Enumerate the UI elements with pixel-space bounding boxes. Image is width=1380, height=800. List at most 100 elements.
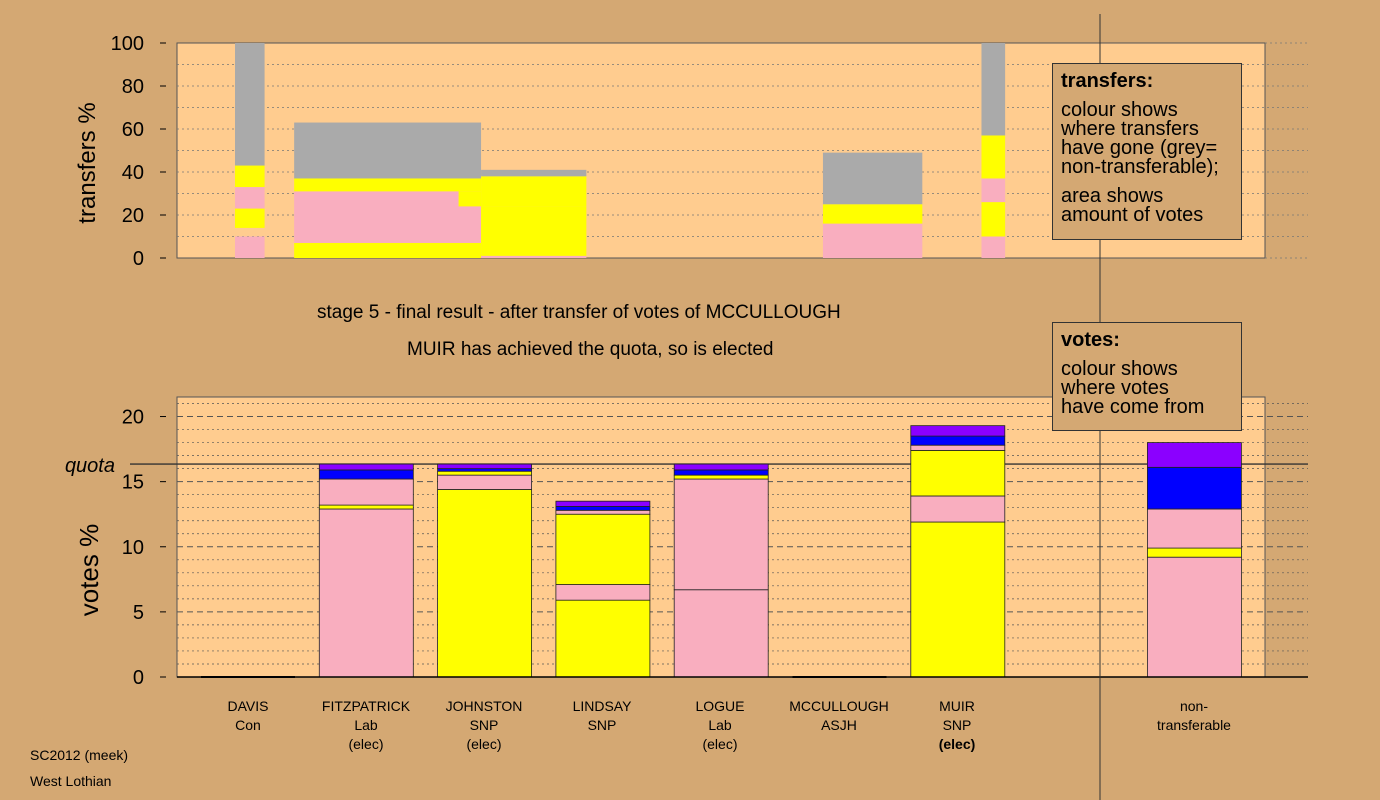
candidate-label-non-transferable: non- transferable <box>1134 697 1254 735</box>
candidate-label-logue: LOGUE Lab (elec) <box>660 697 780 754</box>
transfers-segment <box>294 178 482 192</box>
transfers-legend-line: where transfers <box>1061 118 1199 140</box>
votes-segment <box>910 435 1006 446</box>
votes-legend-line: have come from <box>1061 396 1205 418</box>
transfers-segment <box>235 208 265 228</box>
candidate-party: SNP <box>587 717 617 733</box>
votes-tick-label: 20 <box>122 407 144 429</box>
transfers-segment <box>981 178 1006 203</box>
votes-segment <box>1147 508 1242 549</box>
votes-segment <box>673 469 769 476</box>
candidate-label-fitzpatrick: FITZPATRICK Lab (elec) <box>306 697 426 754</box>
votes-bars <box>177 425 1308 678</box>
transfers-segment <box>235 165 265 188</box>
transfers-segment <box>294 122 482 179</box>
transfers-segment <box>458 191 482 207</box>
footer-method: SC2012 (meek) <box>30 747 129 763</box>
candidate-party: Con <box>235 717 261 733</box>
transfers-segment <box>981 236 1006 258</box>
votes-tick-label: 0 <box>133 667 144 689</box>
candidate-name: non- <box>1179 698 1209 714</box>
votes-y-axis: 0 5 10 15 20 <box>122 407 166 689</box>
transfers-segment <box>481 206 587 256</box>
transfers-segment <box>822 152 923 205</box>
candidate-label-davis: DAVIS Con <box>188 697 308 735</box>
transfers-y-axis: 0 20 40 60 80 100 <box>111 33 166 270</box>
votes-legend-line: colour shows <box>1061 358 1178 380</box>
candidate-name: LOGUE <box>695 698 745 714</box>
transfers-legend-line: non-transferable); <box>1061 156 1219 178</box>
votes-segment <box>910 449 1006 497</box>
transfers-segment <box>235 187 265 209</box>
votes-segment <box>1147 466 1242 510</box>
transfers-gridlines <box>177 42 1308 259</box>
votes-legend: votes: colour shows where votes have com… <box>1052 322 1242 431</box>
candidate-party: Lab <box>354 717 378 733</box>
votes-segment <box>555 584 651 601</box>
transfers-segment <box>481 176 587 207</box>
transfers-legend-line: amount of votes <box>1061 204 1204 226</box>
candidate-status: (elec) <box>702 736 738 752</box>
votes-segment <box>318 478 414 506</box>
candidate-label-mccullough: MCCULLOUGH ASJH <box>779 697 899 735</box>
transfers-tick-label: 40 <box>122 162 144 184</box>
candidate-party: SNP <box>469 717 499 733</box>
votes-segment <box>910 444 1006 451</box>
transfers-segment <box>294 191 482 243</box>
votes-segment <box>555 513 651 585</box>
transfers-segment <box>822 204 923 224</box>
votes-segment <box>673 589 769 678</box>
candidate-party: Lab <box>708 717 732 733</box>
votes-segment <box>673 474 769 480</box>
transfers-y-axis-title: transfers % <box>74 102 101 223</box>
votes-tick-label: 10 <box>122 537 144 559</box>
votes-segment <box>555 509 651 515</box>
transfers-tick-label: 0 <box>133 248 144 270</box>
votes-segment <box>910 495 1006 523</box>
candidate-status: (elec) <box>348 736 384 752</box>
votes-segment <box>910 425 1006 437</box>
votes-segment <box>437 463 533 470</box>
transfers-segment <box>235 236 265 258</box>
votes-segment <box>910 521 1006 678</box>
transfers-tick-label: 80 <box>122 76 144 98</box>
votes-segment <box>318 463 414 471</box>
candidate-party: SNP <box>942 717 972 733</box>
transfers-segment <box>981 135 1006 179</box>
transfers-segment <box>294 242 482 258</box>
votes-segment <box>555 599 651 678</box>
candidate-status: (elec) <box>938 736 976 752</box>
votes-segment <box>673 463 769 471</box>
transfers-legend-line: area shows <box>1061 185 1164 207</box>
result-caption: MUIR has achieved the quota, so is elect… <box>407 339 774 360</box>
votes-segment <box>555 500 651 507</box>
transfers-legend-title: transfers: <box>1061 70 1154 92</box>
votes-segment <box>318 504 414 510</box>
candidate-name: DAVIS <box>227 698 269 714</box>
votes-segment <box>1147 547 1242 558</box>
transfers-legend-line: colour shows <box>1061 99 1178 121</box>
transfers-tick-label: 20 <box>122 205 144 227</box>
candidate-name: MCCULLOUGH <box>789 698 889 714</box>
transfers-segment <box>235 43 265 166</box>
votes-segment <box>318 469 414 480</box>
candidate-status: (elec) <box>466 736 502 752</box>
candidate-name: FITZPATRICK <box>321 698 411 714</box>
votes-segment <box>673 478 769 591</box>
votes-tick-label: 5 <box>133 602 144 624</box>
stage-caption: stage 5 - final result - after transfer … <box>317 302 841 323</box>
votes-y-axis-title: votes % <box>74 524 104 617</box>
transfers-legend: transfers: colour shows where transfers … <box>1052 63 1242 240</box>
votes-segment <box>437 470 533 476</box>
votes-segment <box>1147 442 1242 468</box>
transfers-tick-label: 100 <box>111 33 144 55</box>
transfers-segment <box>481 169 587 177</box>
transfers-legend-line: have gone (grey= <box>1061 137 1218 159</box>
candidate-label-lindsay: LINDSAY SNP <box>542 697 662 735</box>
candidate-label-johnston: JOHNSTON SNP (elec) <box>424 697 544 754</box>
candidate-party: transferable <box>1157 717 1231 733</box>
transfers-segment <box>481 255 587 258</box>
votes-segment <box>437 489 533 678</box>
candidate-name: LINDSAY <box>572 698 632 714</box>
candidate-party: ASJH <box>821 717 857 733</box>
